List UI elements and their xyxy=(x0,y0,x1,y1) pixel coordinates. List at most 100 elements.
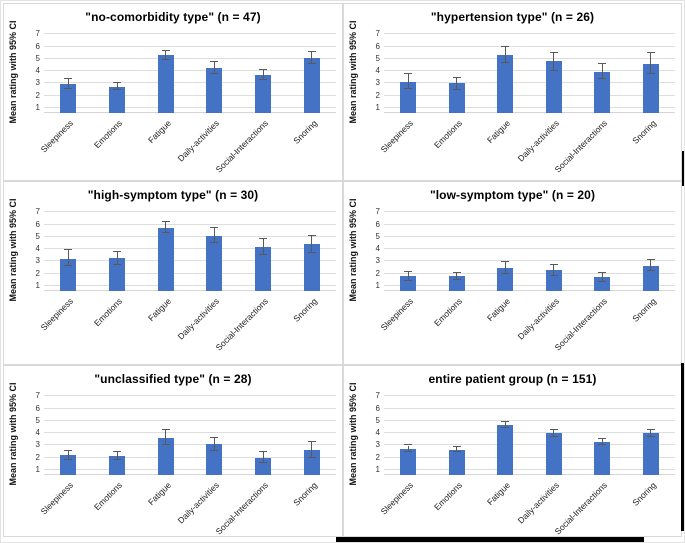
y-tick-label: 3 xyxy=(375,256,380,266)
gridline xyxy=(384,395,675,397)
error-bar-cap-top xyxy=(259,68,267,70)
error-bar-cap-bottom xyxy=(452,278,461,280)
error-bar-cap-top xyxy=(549,263,558,265)
gridline xyxy=(384,94,675,96)
frame-artifact-right-top xyxy=(682,151,684,186)
error-bar-cap-top xyxy=(646,259,655,261)
y-tick-label: 7 xyxy=(35,207,40,217)
bar-sleepiness xyxy=(400,81,417,113)
gridline xyxy=(44,82,336,84)
error-bar-cap-bottom xyxy=(161,58,170,60)
error-bar-line xyxy=(67,451,69,460)
error-bar-cap-top xyxy=(161,221,170,223)
error-bar-cap-top xyxy=(404,444,413,446)
gridline xyxy=(44,45,336,47)
gridline xyxy=(44,432,336,434)
y-tick-label: 7 xyxy=(375,29,380,39)
error-bar-cap-bottom xyxy=(452,88,461,90)
error-bar-cap-top xyxy=(161,49,170,51)
y-tick-label: 7 xyxy=(35,391,40,401)
error-bar-line xyxy=(456,272,458,280)
error-bar-cap-bottom xyxy=(113,458,121,460)
error-bar-line xyxy=(165,429,167,446)
x-axis-line xyxy=(44,474,336,475)
gridline xyxy=(384,469,675,471)
bar-snoring xyxy=(642,265,659,291)
error-bar-line xyxy=(213,61,215,74)
frame-artifact-bottom xyxy=(336,537,644,542)
y-tick-label: 4 xyxy=(375,66,380,76)
bar-sleepiness xyxy=(60,455,77,475)
panel-title: "low-symptom type" (n = 20) xyxy=(429,188,596,202)
error-bar-cap-bottom xyxy=(307,457,316,459)
panel-title: entire patient group (n = 151) xyxy=(428,372,597,386)
error-bar-cap-top xyxy=(259,451,267,453)
y-axis-label: Mean rating with 95% CI xyxy=(348,198,358,302)
error-bar-line xyxy=(601,63,603,79)
plot-area: 1 2 3 4 5 6 7 Sleepiness Emotions Fatigue Daily-ac… xyxy=(36,207,336,353)
error-bar-cap-top xyxy=(598,62,607,64)
gridline xyxy=(384,235,675,237)
error-bar-line xyxy=(165,222,167,234)
y-axis-label: Mean rating with 95% CI xyxy=(348,20,358,124)
error-bar-line xyxy=(553,429,555,437)
y-tick-label: 6 xyxy=(35,403,40,413)
error-bar-cap-top xyxy=(646,428,655,430)
y-tick-label: 6 xyxy=(375,403,380,413)
error-bar-cap-top xyxy=(452,446,461,448)
bar-daily-activities xyxy=(545,61,562,113)
error-bar-line xyxy=(262,69,264,80)
y-tick-label: 3 xyxy=(375,78,380,88)
y-tick-label: 5 xyxy=(375,231,380,241)
y-tick-label: 4 xyxy=(375,244,380,254)
error-bar-cap-bottom xyxy=(646,72,655,74)
gridline xyxy=(44,248,336,250)
bar-snoring xyxy=(303,244,320,291)
error-bar-cap-bottom xyxy=(64,458,73,460)
error-bar-cap-bottom xyxy=(404,88,413,90)
y-tick-label: 5 xyxy=(35,231,40,241)
bar-emotions xyxy=(448,276,465,291)
error-bar-cap-top xyxy=(113,451,121,453)
error-bar-cap-bottom xyxy=(452,451,461,453)
bar-fatigue xyxy=(497,425,514,475)
error-bar-cap-top xyxy=(64,450,73,452)
y-tick-label: 5 xyxy=(375,53,380,63)
bar-emotions xyxy=(448,449,465,475)
bar-snoring xyxy=(303,57,320,113)
bar-fatigue xyxy=(497,55,514,113)
gridline xyxy=(44,419,336,421)
error-bar-line xyxy=(262,452,264,464)
error-bar-cap-bottom xyxy=(259,254,267,256)
gridline xyxy=(384,211,675,213)
bar-emotions xyxy=(109,258,125,291)
bar-daily-activities xyxy=(206,235,223,291)
gridline xyxy=(44,107,336,109)
error-bar-cap-bottom xyxy=(404,450,413,452)
error-bar-line xyxy=(650,260,652,272)
x-axis-line xyxy=(44,112,336,113)
error-bar-line xyxy=(407,74,409,90)
error-bar-cap-top xyxy=(549,51,558,53)
gridline xyxy=(384,82,675,84)
chart-panel-low-symptom-type-n-20: "low-symptom type" (n = 20) Mean rating w… xyxy=(343,181,682,365)
y-tick-label: 3 xyxy=(35,440,40,450)
y-tick-label: 4 xyxy=(35,244,40,254)
y-tick-label: 5 xyxy=(35,415,40,425)
gridline xyxy=(384,70,675,72)
gridline xyxy=(44,395,336,397)
y-tick-label: 4 xyxy=(35,66,40,76)
error-bar-cap-bottom xyxy=(113,89,121,91)
panel-title: "hypertension type" (n = 26) xyxy=(430,10,595,24)
error-bar-cap-top xyxy=(501,421,510,423)
error-bar-cap-bottom xyxy=(210,450,219,452)
bar-daily-activities xyxy=(206,444,223,475)
y-tick-label: 6 xyxy=(375,41,380,51)
error-bar-cap-bottom xyxy=(161,444,170,446)
bar-fatigue xyxy=(157,227,174,291)
bar-snoring xyxy=(303,450,320,475)
error-bar-line xyxy=(407,445,409,452)
error-bar-line xyxy=(116,251,118,265)
plot-area: 1 2 3 4 5 6 7 Sleepiness Emotions Fatigue Daily-ac… xyxy=(376,207,675,353)
